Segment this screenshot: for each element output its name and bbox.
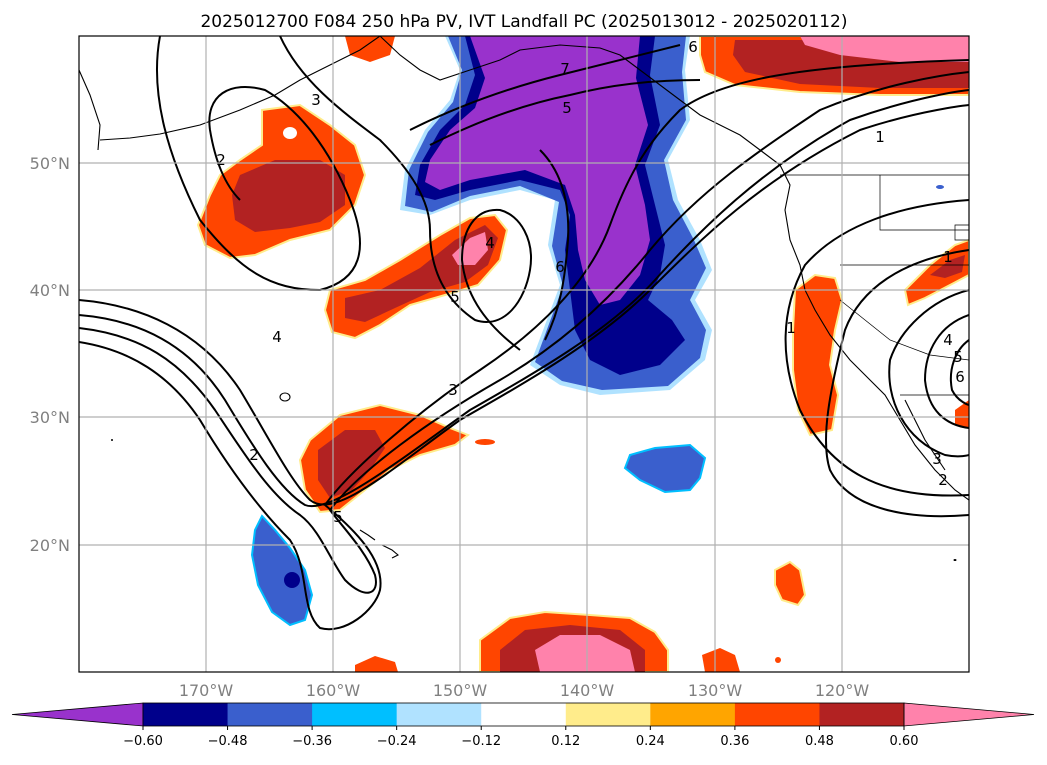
hawaii-islands: [359, 529, 399, 559]
contour-label: 1: [943, 248, 953, 266]
lat-label: 40°N: [30, 281, 70, 300]
contour-label: 4: [272, 328, 282, 346]
colorbar-swatches: [11, 702, 1035, 727]
contour-label: 3: [932, 450, 942, 468]
colorbar: −0.60 −0.48 −0.36 −0.24 −0.12 0.12 0.24 0.36 0.4…: [11, 702, 1035, 749]
colorbar-tick-label: −0.24: [377, 734, 417, 749]
contour-label: 5: [953, 348, 963, 366]
colorbar-extend-low: [11, 702, 144, 727]
contour-label: 2: [938, 471, 948, 489]
contour-north-5: [409, 44, 681, 131]
contour-aleutian-low: [155, 36, 361, 292]
contour-2: [79, 104, 969, 506]
contour-label: 6: [555, 258, 565, 276]
contour-label: 1: [786, 319, 796, 337]
contour-3: [79, 89, 969, 508]
siberia-coast: [79, 69, 101, 151]
contour-north-6: [429, 79, 701, 146]
colorbar-tick-label: 0.12: [551, 734, 580, 749]
lon-label: 150°W: [433, 681, 488, 700]
contour-label: 1: [875, 128, 885, 146]
colorbar-bin: [819, 703, 905, 726]
map-layers: 7 6 5 1 2 3 4 5 4 3 2 6 5 1 1 4 5 6 3 2: [79, 36, 969, 672]
political-borders: [780, 174, 969, 396]
map-frame: [78, 35, 970, 673]
contour-east-low-inner: [950, 339, 969, 406]
positive-anomaly-region-gulf-of-alaska-north: [345, 36, 969, 96]
lat-label: 20°N: [30, 536, 70, 555]
colorbar-bin: [481, 703, 567, 726]
contour-east-low-mid: [923, 314, 969, 429]
contour-east-low-outer: [888, 289, 969, 458]
colorbar-bin: [565, 703, 651, 726]
colorbar-tick-label: 0.60: [890, 734, 919, 749]
contour-label: 2: [216, 151, 226, 169]
contour-label: 3: [448, 381, 458, 399]
colorbar-bin: [312, 703, 398, 726]
contour-label: 5: [450, 288, 460, 306]
contour-label: 3: [311, 91, 321, 109]
gridlines: [79, 36, 969, 672]
state-borders: [839, 175, 969, 396]
contour-label: 6: [955, 368, 965, 386]
colorbar-tick-label: −0.12: [461, 734, 501, 749]
colorbar-tick-label: 0.36: [720, 734, 749, 749]
contour-label: 4: [485, 234, 495, 252]
colorbar-bin: [396, 703, 482, 726]
positive-anomaly-region-south: [355, 560, 807, 672]
contour-5: [79, 59, 969, 631]
contour-label: 4: [943, 331, 953, 349]
lon-label: 120°W: [815, 681, 870, 700]
colorbar-outline: [142, 702, 905, 727]
colorbar-bin: [734, 703, 820, 726]
colorbar-tick-label: −0.48: [208, 734, 248, 749]
island-midway: [279, 392, 291, 402]
figure-title: 2025012700 F084 250 hPa PV, IVT Landfall…: [200, 12, 847, 32]
lon-label: 130°W: [688, 681, 743, 700]
contour-east-1: [784, 199, 969, 497]
contour-east-2: [825, 249, 969, 518]
aleutian-chain: [99, 36, 381, 141]
latitude-labels: 50°N 40°N 30°N 20°N: [30, 154, 70, 555]
contour-trough-axis: [539, 149, 570, 341]
lat-label: 30°N: [30, 408, 70, 427]
contour-label: 6: [688, 38, 698, 56]
contour-label: 2: [249, 446, 259, 464]
colorbar-ticks: −0.60 −0.48 −0.36 −0.24 −0.12 0.12 0.24 0.36 0.4…: [123, 726, 918, 749]
lon-label: 170°W: [179, 681, 234, 700]
colorbar-tick-label: −0.60: [123, 734, 163, 749]
colorbar-extend-high: [903, 702, 1035, 727]
contour-central-trough: [279, 36, 532, 351]
longitude-labels: 170°W 160°W 150°W 140°W 130°W 120°W: [179, 681, 870, 700]
colorbar-tick-label: 0.24: [636, 734, 665, 749]
negative-anomaly-region-subtropics: [250, 185, 944, 627]
lon-label: 140°W: [560, 681, 615, 700]
colorbar-tick-label: 0.48: [805, 734, 834, 749]
colorbar-bin: [227, 703, 313, 726]
map-panel: 7 6 5 1 2 3 4 5 4 3 2 6 5 1 1 4 5 6 3 2: [78, 35, 970, 673]
lat-label: 50°N: [30, 154, 70, 173]
contour-label: 5: [562, 99, 572, 117]
contour-labels: 7 6 5 1 2 3 4 5 4 3 2 6 5 1 1 4 5 6 3 2: [216, 38, 965, 526]
colorbar-tick-label: −0.36: [292, 734, 332, 749]
colorbar-bin: [650, 703, 736, 726]
map-inset-box: [954, 224, 969, 241]
baja-california-coast: [904, 399, 946, 471]
pv-contours: [79, 36, 969, 631]
contour-label: 5: [333, 508, 343, 526]
contour-label: 7: [560, 60, 570, 78]
lon-label: 160°W: [306, 681, 361, 700]
positive-anomaly-region-aleutian: [196, 103, 367, 260]
colorbar-bin: [143, 703, 229, 726]
